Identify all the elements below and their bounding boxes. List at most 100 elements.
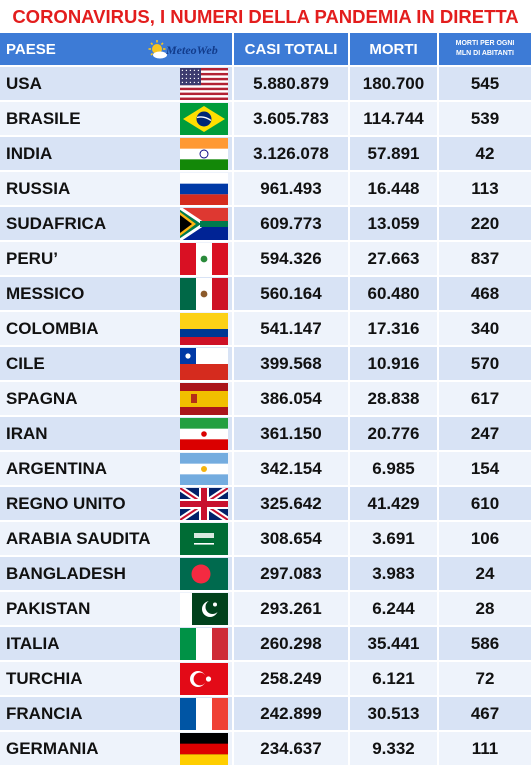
country-name: CILE [6,353,45,373]
colombia-flag-icon [180,313,228,345]
country-name: ITALIA [6,633,60,653]
country-cell: SPAGNA [0,381,234,417]
cases-cell: 325.642 [233,486,350,522]
deaths-per-million-cell: 545 [438,66,531,102]
mexico-flag-icon [180,278,228,310]
deaths-per-million-cell: 154 [438,451,531,487]
country-cell: BRASILE [0,101,234,137]
deaths-cell: 20.776 [349,416,439,452]
country-name: GERMANIA [6,738,99,758]
country-cell: MESSICO [0,276,234,312]
country-cell: IRAN [0,416,234,452]
country-name: FRANCIA [6,703,83,723]
india-flag-icon [180,138,228,170]
country-name: PAKISTAN [6,598,91,618]
table-body: USA 5.880.879 180.700 545 BRASILE 3.605.783 11… [0,66,531,767]
deaths-per-million-cell: 28 [438,591,531,627]
country-name: BANGLADESH [6,563,126,583]
country-name: ARGENTINA [6,458,108,478]
country-name: RUSSIA [6,178,71,198]
deaths-cell: 27.663 [349,241,439,277]
table-row: USA 5.880.879 180.700 545 [0,66,531,102]
country-cell: ITALIA [0,626,234,662]
deaths-cell: 180.700 [349,66,439,102]
deaths-cell: 60.480 [349,276,439,312]
peru-flag-icon [180,243,228,275]
deaths-per-million-cell: 610 [438,486,531,522]
table-row: MESSICO 560.164 60.480 468 [0,276,531,312]
country-cell: ARABIA SAUDITA [0,521,234,557]
cases-cell: 234.637 [233,731,350,767]
table-header-row: PAESE MeteoWeb CASI TOTAL [0,33,531,67]
deaths-cell: 57.891 [349,136,439,172]
country-cell: RUSSIA [0,171,234,207]
cases-cell: 361.150 [233,416,350,452]
country-name: INDIA [6,143,53,163]
table-row: REGNO UNITO 325.642 41.429 610 [0,486,531,522]
deaths-per-million-cell: 570 [438,346,531,382]
deaths-cell: 41.429 [349,486,439,522]
country-name: REGNO UNITO [6,493,126,513]
cases-cell: 3.605.783 [233,101,350,137]
country-name: IRAN [6,423,48,443]
country-cell: GERMANIA [0,731,234,767]
deaths-cell: 6.985 [349,451,439,487]
table-row: SUDAFRICA 609.773 13.059 220 [0,206,531,242]
country-cell: ARGENTINA [0,451,234,487]
table-row: GERMANIA 234.637 9.332 111 [0,731,531,767]
deaths-per-million-cell: 586 [438,626,531,662]
meteoweb-logo-text: MeteoWeb [166,42,218,57]
country-name: MESSICO [6,283,85,303]
country-cell: SUDAFRICA [0,206,234,242]
country-name: TURCHIA [6,668,83,688]
country-name: ARABIA SAUDITA [6,528,151,548]
country-cell: USA [0,66,234,102]
deaths-per-million-cell: 837 [438,241,531,277]
header-morti-per-mln: MORTI PER OGNI MLN DI ABITANTI [438,33,531,67]
argentina-flag-icon [180,453,228,485]
deaths-per-million-cell: 220 [438,206,531,242]
header-paese: PAESE MeteoWeb [0,33,234,67]
meteoweb-logo: MeteoWeb [148,37,218,63]
country-name: PERU’ [6,248,58,268]
deaths-cell: 114.744 [349,101,439,137]
header-morti-per-mln-line1: MORTI PER OGNI [455,40,515,47]
country-cell: REGNO UNITO [0,486,234,522]
cases-cell: 258.249 [233,661,350,697]
deaths-per-million-cell: 24 [438,556,531,592]
chile-flag-icon [180,348,228,380]
deaths-cell: 10.916 [349,346,439,382]
table-row: TURCHIA 258.249 6.121 72 [0,661,531,697]
france-flag-icon [180,698,228,730]
deaths-per-million-cell: 468 [438,276,531,312]
deaths-cell: 30.513 [349,696,439,732]
deaths-per-million-cell: 467 [438,696,531,732]
sun-icon [148,40,167,59]
country-cell: FRANCIA [0,696,234,732]
country-name: USA [6,73,42,93]
country-name: SUDAFRICA [6,213,107,233]
cases-cell: 3.126.078 [233,136,350,172]
turkey-flag-icon [180,663,228,695]
deaths-cell: 17.316 [349,311,439,347]
deaths-per-million-cell: 340 [438,311,531,347]
table-row: INDIA 3.126.078 57.891 42 [0,136,531,172]
cases-cell: 541.147 [233,311,350,347]
header-paese-label: PAESE [6,40,56,58]
deaths-cell: 28.838 [349,381,439,417]
deaths-per-million-cell: 42 [438,136,531,172]
header-casi-totali: CASI TOTALI [233,33,350,67]
deaths-cell: 13.059 [349,206,439,242]
pakistan-flag-icon [180,593,228,625]
deaths-per-million-cell: 539 [438,101,531,137]
cases-cell: 399.568 [233,346,350,382]
deaths-cell: 35.441 [349,626,439,662]
spain-flag-icon [180,383,228,415]
cases-cell: 293.261 [233,591,350,627]
country-cell: CILE [0,346,234,382]
header-morti: MORTI [349,33,439,67]
cases-cell: 308.654 [233,521,350,557]
table-row: BRASILE 3.605.783 114.744 539 [0,101,531,137]
table-row: PERU’ 594.326 27.663 837 [0,241,531,277]
germany-flag-icon [180,733,228,765]
